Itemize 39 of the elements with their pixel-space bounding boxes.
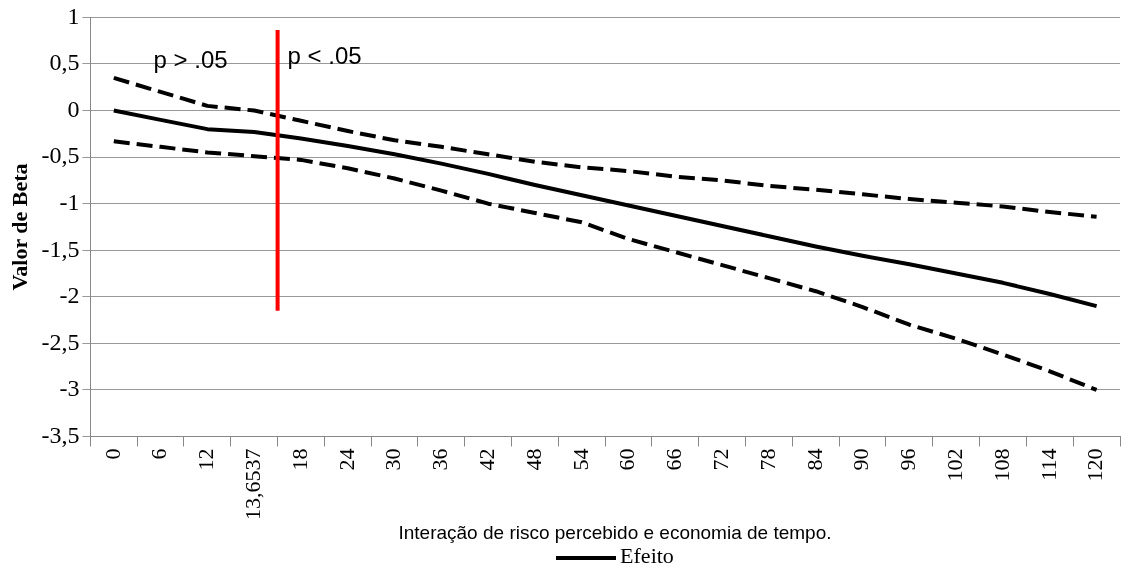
- line-series: [111, 139, 1099, 392]
- x-tick-label: 36: [427, 448, 453, 471]
- y-axis-title: Valor de Beta: [6, 163, 32, 291]
- x-tick-label: 60: [614, 448, 640, 471]
- x-tick-label: 78: [754, 448, 780, 471]
- x-tick-label: 48: [520, 448, 546, 471]
- x-tick-label: 42: [473, 448, 499, 471]
- annotation: p < .05: [287, 42, 362, 70]
- legend-label: Efeito: [619, 543, 674, 568]
- x-tick-label: 13,6537: [239, 448, 265, 520]
- x-tick-label: 108: [988, 448, 1014, 482]
- x-tick-label: 24: [333, 448, 359, 471]
- x-tick-label: 102: [941, 448, 967, 482]
- y-tick-label: -1: [59, 188, 80, 215]
- line-series: [111, 75, 1099, 219]
- x-tick-label: 66: [661, 448, 687, 471]
- x-tick-label: 30: [380, 448, 406, 471]
- y-tick-label: -2,5: [41, 328, 80, 355]
- x-tick-label: 72: [707, 448, 733, 471]
- x-tick-label: 12: [193, 448, 219, 471]
- x-tick-label: 90: [848, 448, 874, 471]
- x-tick-label: 84: [801, 448, 827, 471]
- y-tick-label: -0,5: [41, 142, 80, 169]
- y-tick-label: -2: [59, 282, 80, 309]
- y-tick-label: 0: [67, 95, 80, 122]
- y-tick-label: -3: [59, 375, 80, 402]
- x-tick-label: 6: [146, 448, 172, 460]
- x-tick-label: 96: [895, 448, 921, 471]
- y-tick-label: -3,5: [41, 421, 80, 448]
- annotation: p > .05: [153, 46, 228, 74]
- x-tick-label: 54: [567, 448, 593, 471]
- x-tick-label: 120: [1082, 448, 1108, 482]
- x-tick-label: 18: [286, 448, 312, 471]
- y-tick-label: -1,5: [41, 235, 80, 262]
- y-tick-label: 1: [67, 2, 80, 29]
- x-tick-label: 114: [1035, 448, 1061, 481]
- y-tick-label: 0,5: [49, 49, 80, 76]
- x-axis-title: Interação de risco percebido e economia de tempo.: [397, 522, 833, 544]
- x-tick-label: 0: [99, 448, 125, 460]
